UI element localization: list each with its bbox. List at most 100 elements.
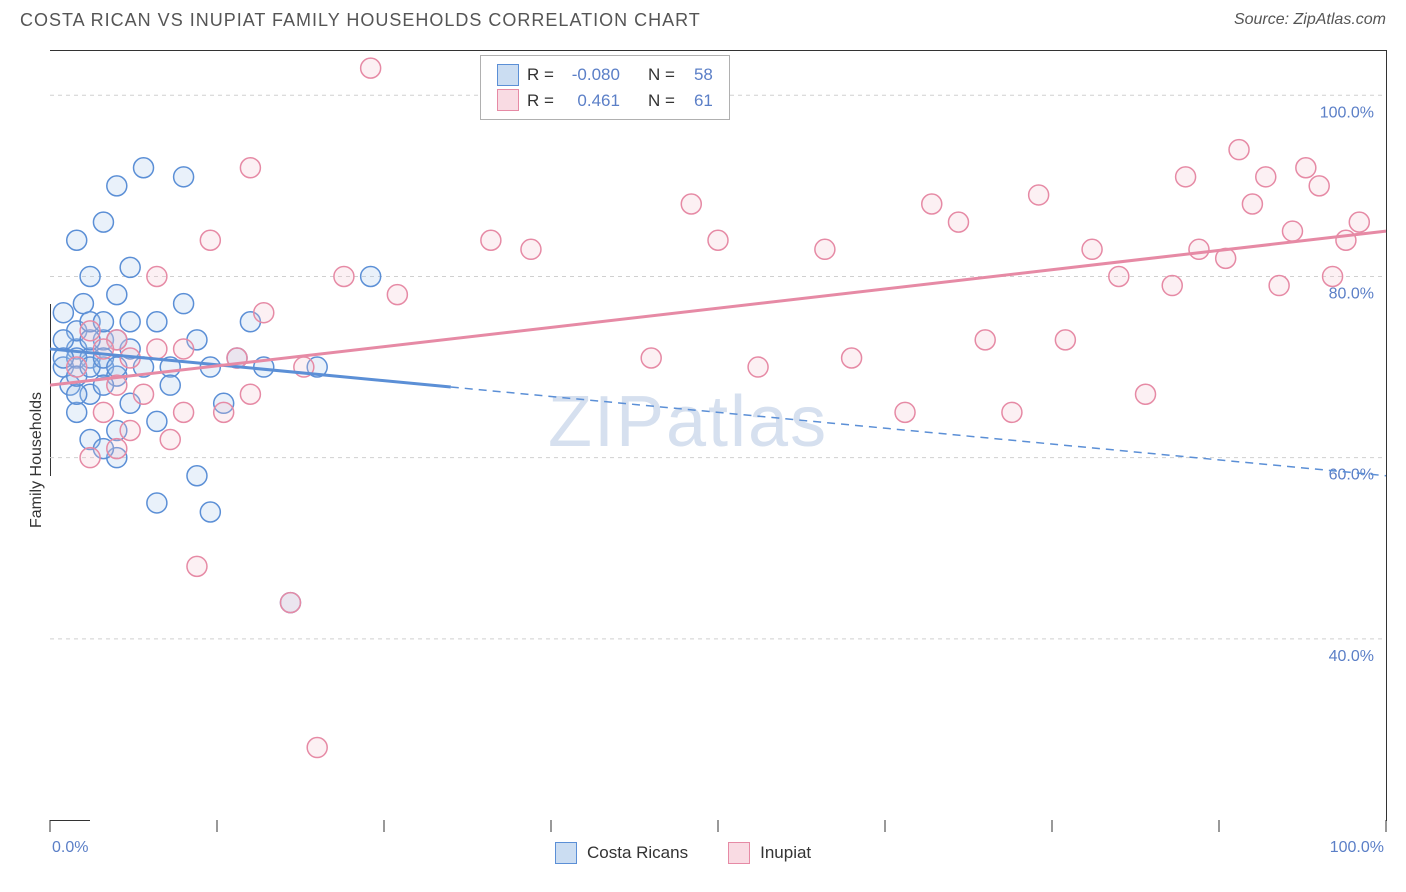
scatter-point (1162, 276, 1182, 296)
y-tick-label: 40.0% (1329, 648, 1374, 665)
scatter-point (147, 312, 167, 332)
scatter-point (67, 357, 87, 377)
scatter-point (120, 257, 140, 277)
scatter-point (1256, 167, 1276, 187)
stat-n-label: N = (648, 88, 675, 114)
scatter-point (895, 402, 915, 422)
scatter-point (200, 230, 220, 250)
scatter-point (387, 285, 407, 305)
stat-r-value: 0.461 (562, 88, 620, 114)
series-legend-item: Costa Ricans (555, 842, 688, 864)
series-legend-label: Costa Ricans (587, 843, 688, 863)
scatter-point (67, 402, 87, 422)
stats-legend-row: R =0.461N =61 (497, 88, 713, 114)
scatter-point (361, 58, 381, 78)
stat-n-value: 58 (683, 62, 713, 88)
scatter-point (708, 230, 728, 250)
scatter-point (107, 176, 127, 196)
scatter-point (280, 593, 300, 613)
scatter-point (147, 339, 167, 359)
scatter-point (1082, 239, 1102, 259)
series-legend-item: Inupiat (728, 842, 811, 864)
y-tick-label: 80.0% (1329, 285, 1374, 302)
regression-line-dashed (451, 387, 1386, 476)
y-tick-label: 60.0% (1329, 467, 1374, 484)
scatter-point (1349, 212, 1369, 232)
scatter-point (174, 339, 194, 359)
scatter-point (73, 294, 93, 314)
scatter-point (160, 430, 180, 450)
scatter-point (107, 285, 127, 305)
scatter-point (1296, 158, 1316, 178)
scatter-point (975, 330, 995, 350)
scatter-point (160, 375, 180, 395)
scatter-point (93, 212, 113, 232)
legend-swatch (497, 89, 519, 111)
scatter-point (80, 321, 100, 341)
scatter-point (641, 348, 661, 368)
scatter-point (120, 420, 140, 440)
scatter-point (53, 330, 73, 350)
chart-svg: 40.0% 60.0% 80.0% 100.0% 0.0% 100.0% (0, 0, 1406, 892)
legend-swatch (497, 64, 519, 86)
stat-r-label: R = (527, 62, 554, 88)
scatter-point (67, 230, 87, 250)
stat-r-label: R = (527, 88, 554, 114)
scatter-point (254, 303, 274, 323)
scatter-point (134, 158, 154, 178)
scatter-point (1269, 276, 1289, 296)
scatter-point (1136, 384, 1156, 404)
scatter-point (134, 384, 154, 404)
scatter-point (240, 384, 260, 404)
scatter-point (1109, 266, 1129, 286)
scatter-point (187, 556, 207, 576)
scatter-point (815, 239, 835, 259)
stats-legend-row: R = -0.080 N = 58 (497, 62, 713, 88)
series-legend-label: Inupiat (760, 843, 811, 863)
scatter-point (174, 402, 194, 422)
scatter-point (1229, 140, 1249, 160)
scatter-point (120, 312, 140, 332)
scatter-point (1282, 221, 1302, 241)
scatter-point (53, 303, 73, 323)
stat-r-value: -0.080 (562, 62, 620, 88)
scatter-point (1189, 239, 1209, 259)
scatter-point (948, 212, 968, 232)
scatter-point (1029, 185, 1049, 205)
scatter-point (681, 194, 701, 214)
scatter-point (147, 266, 167, 286)
stats-legend: R =-0.080N =58R =0.461N =61 (480, 55, 730, 120)
scatter-point (1336, 230, 1356, 250)
scatter-point (147, 493, 167, 513)
scatter-point (334, 266, 354, 286)
scatter-point (214, 402, 234, 422)
stat-n-label: N = (648, 62, 675, 88)
scatter-point (187, 466, 207, 486)
scatter-point (1323, 266, 1343, 286)
x-tick-label: 100.0% (1330, 839, 1384, 856)
scatter-point (107, 439, 127, 459)
scatter-point (200, 502, 220, 522)
x-tick-label: 0.0% (52, 839, 88, 856)
series-inupiat (67, 58, 1370, 757)
scatter-point (1002, 402, 1022, 422)
scatter-point (307, 738, 327, 758)
scatter-point (1242, 194, 1262, 214)
scatter-point (1055, 330, 1075, 350)
scatter-point (147, 411, 167, 431)
scatter-point (1309, 176, 1329, 196)
scatter-point (842, 348, 862, 368)
scatter-point (67, 384, 87, 404)
legend-swatch (555, 842, 577, 864)
y-tick-label: 100.0% (1320, 104, 1374, 121)
series-costa-ricans (53, 158, 380, 613)
scatter-point (174, 167, 194, 187)
legend-swatch (728, 842, 750, 864)
scatter-point (748, 357, 768, 377)
scatter-point (80, 266, 100, 286)
scatter-point (481, 230, 501, 250)
scatter-point (521, 239, 541, 259)
scatter-point (174, 294, 194, 314)
regression-line-solid (50, 231, 1386, 385)
scatter-point (361, 266, 381, 286)
